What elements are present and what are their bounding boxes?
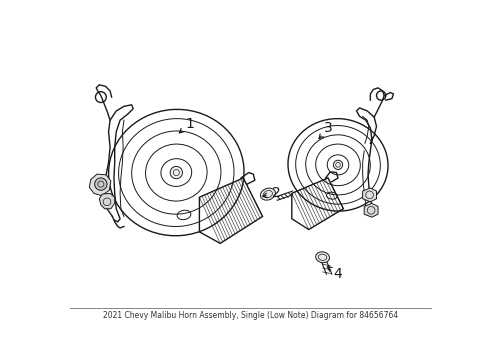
Polygon shape — [364, 203, 377, 217]
Text: 2021 Chevy Malibu Horn Assembly, Single (Low Note) Diagram for 84656764: 2021 Chevy Malibu Horn Assembly, Single … — [102, 311, 397, 320]
Polygon shape — [291, 178, 343, 230]
Ellipse shape — [260, 188, 275, 200]
Circle shape — [333, 160, 342, 170]
Polygon shape — [199, 178, 262, 243]
Circle shape — [170, 166, 182, 179]
Text: 1: 1 — [184, 117, 193, 131]
Circle shape — [95, 178, 107, 190]
Text: 2: 2 — [271, 186, 280, 201]
Polygon shape — [99, 193, 115, 209]
Ellipse shape — [315, 252, 329, 263]
Text: 3: 3 — [323, 121, 332, 135]
Polygon shape — [362, 188, 376, 202]
Polygon shape — [89, 174, 111, 195]
Text: 4: 4 — [332, 267, 341, 281]
